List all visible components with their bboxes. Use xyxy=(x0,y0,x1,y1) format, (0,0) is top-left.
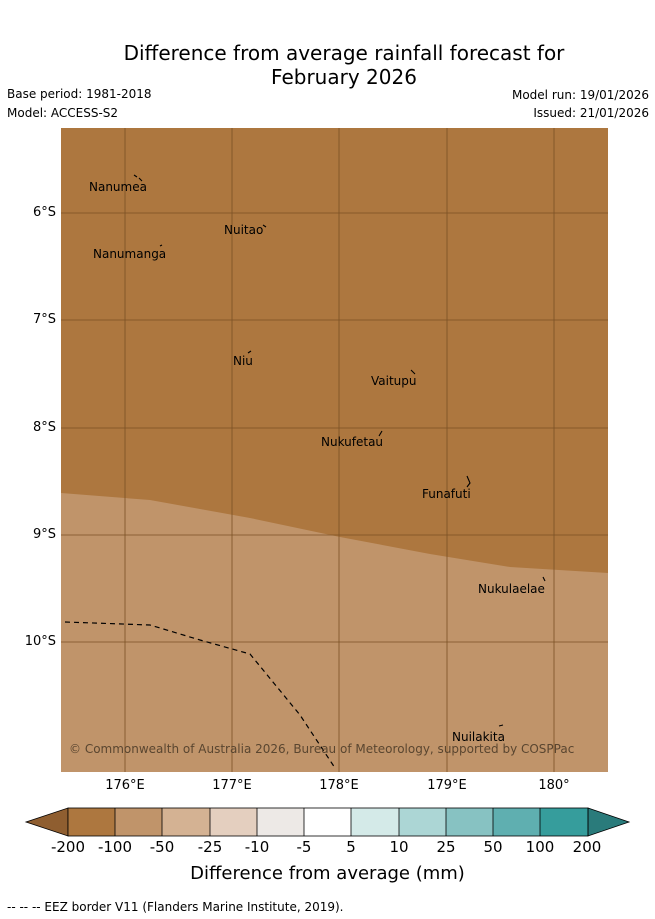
title-line-1: Difference from average rainfall forecas… xyxy=(123,41,565,65)
copyright-notice: © Commonwealth of Australia 2026, Bureau… xyxy=(69,742,575,756)
colorbar-title: Difference from average (mm) xyxy=(190,863,465,884)
colorbar-bin-9 xyxy=(446,808,493,836)
model-name: Model: ACCESS-S2 xyxy=(7,106,119,120)
place-nanumanga: Nanumanga xyxy=(93,247,167,261)
colorbar-bin-10 xyxy=(493,808,540,836)
colorbar-label-6: -5 xyxy=(296,838,312,856)
island-nanumanga xyxy=(159,244,163,247)
colorbar-bin-6 xyxy=(304,808,351,836)
island-nukulaelae xyxy=(542,576,546,582)
island-nukufetau xyxy=(378,430,383,437)
lon-tick-176: 176°E xyxy=(105,778,145,793)
place-nuilakita: Nuilakita xyxy=(452,730,505,744)
colorbar-bin-2 xyxy=(115,808,162,836)
lon-tick-177: 177°E xyxy=(212,778,252,793)
colorbar-label-12: 200 xyxy=(572,838,602,856)
place-funafuti: Funafuti xyxy=(422,487,471,501)
colorbar-label-1: -200 xyxy=(50,838,86,856)
lat-tick-8s: 8°S xyxy=(32,420,56,435)
island-nanumea xyxy=(133,174,143,182)
colorbar-bin-11 xyxy=(540,808,588,836)
colorbar-bin-8 xyxy=(399,808,446,836)
colorbar-label-10: 50 xyxy=(483,838,503,856)
grid-lines xyxy=(61,128,608,772)
colorbar-frame xyxy=(67,807,589,837)
colorbar-extend-high xyxy=(587,807,631,837)
island-nuitao xyxy=(262,224,267,228)
colorbar-separators xyxy=(114,808,541,836)
place-nukufetau: Nukufetau xyxy=(321,435,384,449)
colorbar-label-8: 10 xyxy=(389,838,409,856)
lon-tick-179: 179°E xyxy=(427,778,467,793)
colorbar-label-2: -100 xyxy=(97,838,133,856)
title-line-2: February 2026 xyxy=(271,65,417,89)
lon-tick-178: 178°E xyxy=(319,778,359,793)
chart-title: Difference from average rainfall forecas… xyxy=(0,41,655,89)
island-funafuti xyxy=(466,475,471,488)
island-niu xyxy=(247,350,252,354)
lat-tick-10s: 10°S xyxy=(24,634,56,649)
colorbar-extend-low xyxy=(24,807,69,837)
base-period: Base period: 1981-2018 xyxy=(7,87,152,101)
place-nanumea: Nanumea xyxy=(89,180,147,194)
lat-tick-9s: 9°S xyxy=(32,527,56,542)
zone-south xyxy=(61,493,608,772)
colorbar-bin-5 xyxy=(257,808,304,836)
eez-footnote: -- -- -- EEZ border V11 (Flanders Marine… xyxy=(7,900,344,914)
colorbar-bin-4 xyxy=(210,808,257,836)
colorbar-label-7: 5 xyxy=(346,838,356,856)
lat-tick-7s: 7°S xyxy=(32,312,56,327)
colorbar-bin-1 xyxy=(68,808,115,836)
colorbar-label-4: -25 xyxy=(197,838,223,856)
issued-date: Issued: 21/01/2026 xyxy=(533,106,649,120)
island-nuilakita xyxy=(498,724,504,727)
lat-tick-6s: 6°S xyxy=(32,205,56,220)
colorbar-label-11: 100 xyxy=(525,838,555,856)
colorbar-label-5: -10 xyxy=(244,838,270,856)
place-nukulaelae: Nukulaelae xyxy=(478,582,545,596)
colorbar-bin-7 xyxy=(351,808,399,836)
island-vaitupu xyxy=(410,369,416,375)
island-outlines xyxy=(133,174,546,727)
place-vaitupu: Vaitupu xyxy=(371,374,417,388)
colorbar-bin-3 xyxy=(162,808,210,836)
place-nuitao: Nuitao xyxy=(224,223,264,237)
colorbar-label-3: -50 xyxy=(149,838,175,856)
place-niu: Niu xyxy=(233,354,253,368)
lon-tick-180: 180° xyxy=(538,778,570,793)
eez-border xyxy=(64,621,336,769)
colorbar-label-9: 25 xyxy=(436,838,456,856)
model-run: Model run: 19/01/2026 xyxy=(511,88,649,102)
